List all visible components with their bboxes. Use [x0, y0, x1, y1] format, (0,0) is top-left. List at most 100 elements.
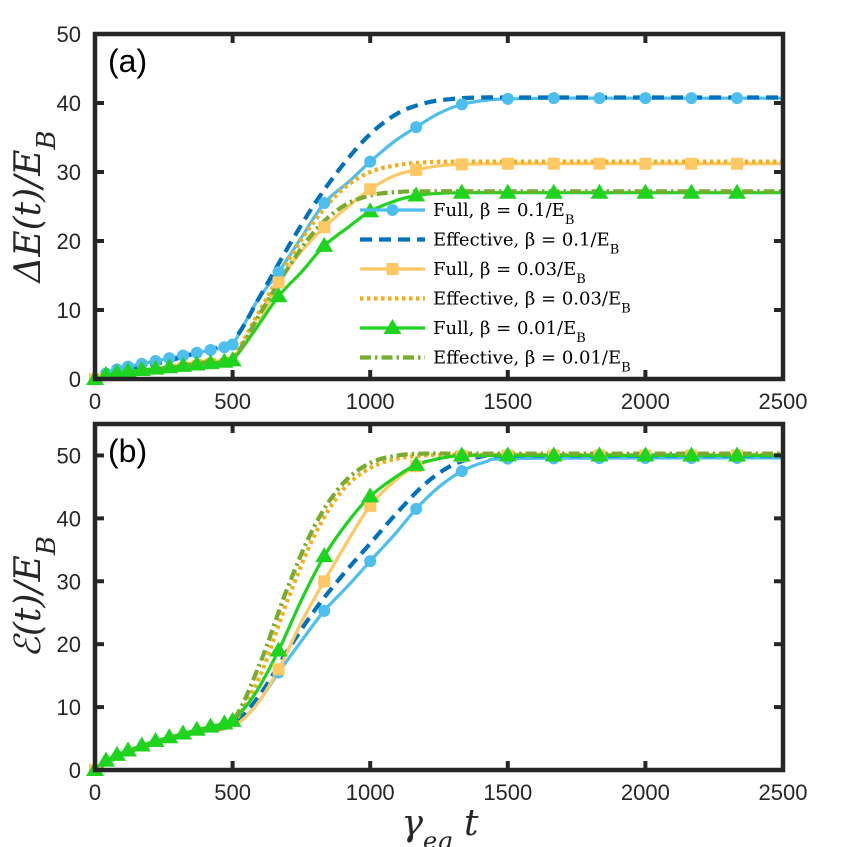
series-0-marker-12 [272, 266, 285, 279]
series-4-marker-19 [590, 183, 609, 199]
series-2-marker-1 [272, 276, 285, 289]
series-line-1 [94, 95, 783, 382]
y-tick-label: 20 [57, 632, 81, 657]
series-4-marker-6 [160, 358, 179, 374]
y-tick-label: 10 [57, 695, 81, 720]
x-tick-label: 0 [89, 780, 101, 805]
series-4-marker-15 [407, 186, 426, 202]
panel-label: (b) [108, 433, 147, 469]
series-4-marker-17 [498, 183, 517, 199]
series-4-marker-22 [728, 446, 747, 462]
series-2-marker-7 [547, 157, 560, 170]
x-tick-label: 0 [89, 389, 101, 414]
series-4-marker-4 [132, 736, 151, 752]
y-tick-label: 30 [57, 160, 81, 185]
series-2-marker-4 [410, 163, 423, 176]
series-4-marker-8 [187, 720, 206, 736]
series-4-marker-19 [590, 446, 609, 462]
series-4-marker-18 [544, 446, 563, 462]
series-0-marker-21 [685, 92, 698, 105]
series-2-marker-2 [318, 575, 331, 588]
y-axis-label: ΔE(t)/EB [8, 130, 62, 284]
series-4-marker-13 [315, 547, 334, 563]
series-0-marker-11 [226, 338, 239, 351]
y-tick-label: 0 [69, 367, 81, 392]
series-4-marker-11 [223, 351, 242, 367]
series-4-marker-21 [682, 446, 701, 462]
series-0-marker-13 [318, 197, 331, 210]
series-4-marker-11 [223, 711, 242, 727]
x-tick-label: 2500 [759, 780, 808, 805]
y-axis-label: ℰ(t)/EB [8, 536, 62, 658]
legend-label: Full, β = 0.03/EB [433, 259, 586, 287]
series-4-marker-2 [108, 745, 127, 761]
series-4-marker-3 [119, 362, 138, 378]
panel-label: (a) [108, 43, 147, 79]
series-4-marker-9 [201, 354, 220, 370]
series-0-marker-18 [547, 92, 560, 105]
series-4-marker-18 [544, 183, 563, 199]
x-tick-label: 2000 [621, 389, 670, 414]
x-tick-label: 1000 [346, 780, 395, 805]
series-4-marker-12 [269, 641, 288, 657]
series-4-marker-8 [187, 355, 206, 371]
series-0-marker-9 [204, 344, 217, 357]
series-2-marker-2 [318, 221, 331, 234]
series-0-marker-15 [410, 121, 423, 134]
series-2-marker-10 [685, 157, 698, 170]
series-2-marker-6 [501, 157, 514, 170]
series-2-marker-9 [639, 157, 652, 170]
series-4-marker-7 [174, 724, 193, 740]
series-0-marker-19 [593, 92, 606, 105]
legend-label: Full, β = 0.1/EB [433, 200, 574, 228]
series-4-marker-17 [498, 446, 517, 462]
series-2-marker-3 [364, 183, 377, 196]
x-tick-label: 2500 [759, 389, 808, 414]
series-2-marker-5 [455, 158, 468, 171]
series-0-marker-22 [731, 92, 744, 105]
series-0-marker-20 [639, 92, 652, 105]
x-tick-label: 1000 [346, 389, 395, 414]
series-2-marker-8 [593, 157, 606, 170]
series-4-marker-13 [315, 236, 334, 252]
legend-label: Effective, β = 0.01/EB [433, 348, 631, 376]
legend-marker [386, 263, 399, 275]
series-4-marker-6 [160, 728, 179, 744]
series-4-marker-1 [97, 751, 116, 767]
x-tick-label: 500 [214, 780, 251, 805]
axes-frame [92, 421, 786, 773]
series-4-marker-22 [728, 183, 747, 199]
series-0-marker-8 [190, 346, 203, 359]
panel-b: 0 500 1000 1500 2000 2500 0 10 20 30 40 50 (b) ℰ(t)/E… [8, 421, 808, 805]
x-tick-label: 1500 [483, 780, 532, 805]
series-4-marker-14 [361, 487, 380, 503]
series-4-marker-7 [174, 356, 193, 372]
y-tick-label: 10 [57, 298, 81, 323]
series-0-marker-17 [501, 92, 514, 105]
y-tick-label: 0 [69, 758, 81, 783]
series-4-marker-21 [682, 183, 701, 199]
x-tick-label: 1500 [483, 389, 532, 414]
legend-marker [383, 319, 402, 334]
series-2-marker-1 [272, 663, 285, 676]
series-4-marker-3 [119, 741, 138, 757]
series-0-marker-7 [177, 349, 190, 362]
y-tick-label: 20 [57, 229, 81, 254]
y-tick-label: 40 [57, 506, 81, 531]
legend-label: Effective, β = 0.1/EB [433, 230, 619, 258]
series-0-marker-2 [318, 604, 331, 617]
series-4-marker-5 [146, 359, 165, 375]
series-4-marker-4 [132, 361, 151, 377]
series-4-marker-20 [636, 446, 655, 462]
series-layer [86, 92, 783, 385]
series-0-marker-14 [364, 155, 377, 168]
x-tick-label: 500 [214, 389, 251, 414]
axes-frame [92, 31, 786, 382]
series-4-marker-9 [201, 717, 220, 733]
y-tick-label: 40 [57, 91, 81, 116]
legend-label: Full, β = 0.01/EB [433, 318, 586, 346]
y-tick-label: 50 [57, 443, 81, 468]
series-2-marker-11 [731, 157, 744, 170]
